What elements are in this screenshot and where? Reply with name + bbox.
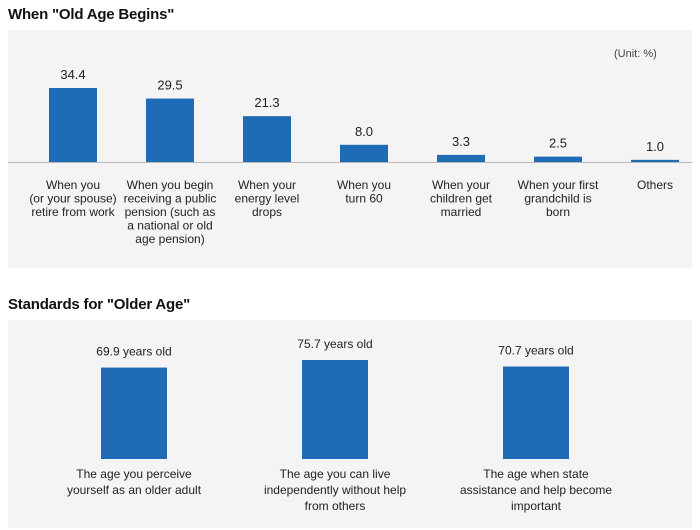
bar-value-label-3: 21.3 xyxy=(254,95,279,110)
chart2-svg: 69.9 years old The age you perceive yourse… xyxy=(67,337,612,513)
category-label-3: The age when state assistance and help be… xyxy=(460,467,612,513)
bar-value-label-2: 29.5 xyxy=(157,78,182,93)
category-label-3: When your energy level drops xyxy=(235,178,300,219)
chart1-title: When "Old Age Begins" xyxy=(8,6,175,23)
category-label-1: The age you perceive yourself as an older… xyxy=(67,467,202,497)
chart2-title: Standards for "Older Age" xyxy=(8,296,191,313)
bar-1 xyxy=(101,367,167,459)
bar-4 xyxy=(340,144,388,162)
bar-value-label-7: 1.0 xyxy=(646,139,664,154)
bar-3 xyxy=(503,366,569,459)
chart1-svg: 34.4 When you (or your spouse) retire from … xyxy=(8,67,692,246)
bar-1 xyxy=(49,88,97,162)
bar-value-label-6: 2.5 xyxy=(549,136,567,151)
bar-2 xyxy=(146,98,194,162)
category-label-5: When your children get married xyxy=(430,178,493,219)
bar-value-label-1: 34.4 xyxy=(60,67,85,82)
bar-5 xyxy=(437,154,485,162)
bar-value-label-4: 8.0 xyxy=(355,124,373,139)
category-label-6: When your first grandchild is born xyxy=(518,178,599,219)
unit-note: (Unit: %) xyxy=(614,48,657,60)
bar-6 xyxy=(534,156,582,162)
bar-value-label-2: 75.7 years old xyxy=(297,337,372,351)
category-label-4: When you turn 60 xyxy=(337,178,391,206)
bar-value-label-3: 70.7 years old xyxy=(498,344,573,358)
bar-2 xyxy=(302,360,368,459)
bar-value-label-1: 69.9 years old xyxy=(96,345,171,359)
category-label-7: Others xyxy=(637,178,673,192)
bar-7 xyxy=(631,159,679,162)
bar-3 xyxy=(243,116,291,162)
category-label-1: When you (or your spouse) retire from work xyxy=(29,178,116,219)
bar-value-label-5: 3.3 xyxy=(452,134,470,149)
category-label-2: When you begin receiving a public pension … xyxy=(124,178,217,246)
category-label-2: The age you can live independently withou… xyxy=(264,467,406,513)
